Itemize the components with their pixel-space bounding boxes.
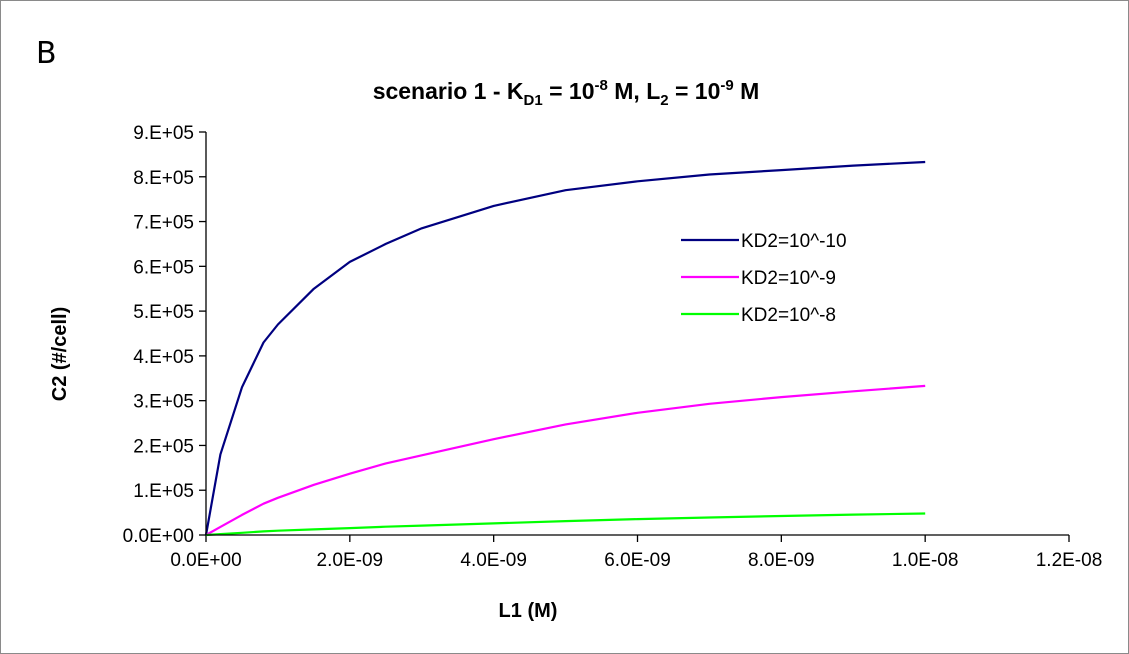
x-tick-label: 1.2E-08 xyxy=(1036,550,1103,571)
series-line-1 xyxy=(206,162,925,535)
y-tick-label: 8.E+05 xyxy=(133,168,194,189)
x-tick-label: 0.0E+00 xyxy=(170,550,241,571)
legend: KD2=10^-10 KD2=10^-9 KD2=10^-8 xyxy=(681,231,847,326)
title-part: = 10 xyxy=(543,78,595,104)
y-tick-label: 4.E+05 xyxy=(133,347,194,368)
legend-label-2: KD2=10^-9 xyxy=(741,268,836,289)
title-part: M xyxy=(734,78,760,104)
x-tick-label: 8.0E-09 xyxy=(748,550,815,571)
series-line-3 xyxy=(206,514,925,536)
y-tick-label: 1.E+05 xyxy=(133,481,194,502)
y-tick-label: 7.E+05 xyxy=(133,213,194,234)
title-part: = 10 xyxy=(669,78,721,104)
x-tick-label: 1.0E-08 xyxy=(892,550,959,571)
series-line-2 xyxy=(206,386,925,535)
chart-title: scenario 1 - KD1 = 10-8 M, L2 = 10-9 M xyxy=(373,77,760,109)
x-axis-title: L1 (M) xyxy=(499,600,558,622)
y-tick-label: 0.0E+00 xyxy=(123,526,194,547)
y-axis-title: C2 (#/cell) xyxy=(49,307,71,401)
y-tick-label: 3.E+05 xyxy=(133,392,194,413)
x-axis-ticks: 0.0E+00 2.0E-09 4.0E-09 6.0E-09 8.0E-09 1.0E-… xyxy=(170,535,1102,571)
title-superscript: -8 xyxy=(595,77,608,94)
legend-label-3: KD2=10^-8 xyxy=(741,305,836,326)
y-axis-ticks: 0.0E+00 1.E+05 2.E+05 3.E+05 4.E+05 5.E+05 6.E… xyxy=(123,123,206,547)
legend-label-1: KD2=10^-10 xyxy=(741,231,847,252)
x-tick-label: 2.0E-09 xyxy=(317,550,384,571)
y-tick-label: 5.E+05 xyxy=(133,302,194,323)
y-tick-label: 2.E+05 xyxy=(133,436,194,457)
y-tick-label: 6.E+05 xyxy=(133,257,194,278)
title-superscript: -9 xyxy=(720,77,733,94)
title-subscript: 2 xyxy=(660,92,668,109)
y-tick-label: 9.E+05 xyxy=(133,123,194,144)
title-subscript: D1 xyxy=(524,92,543,109)
x-tick-label: 6.0E-09 xyxy=(604,550,671,571)
title-part: scenario 1 - K xyxy=(373,78,524,104)
title-part: M, L xyxy=(608,78,660,104)
series-layer xyxy=(206,162,925,535)
x-tick-label: 4.0E-09 xyxy=(460,550,527,571)
